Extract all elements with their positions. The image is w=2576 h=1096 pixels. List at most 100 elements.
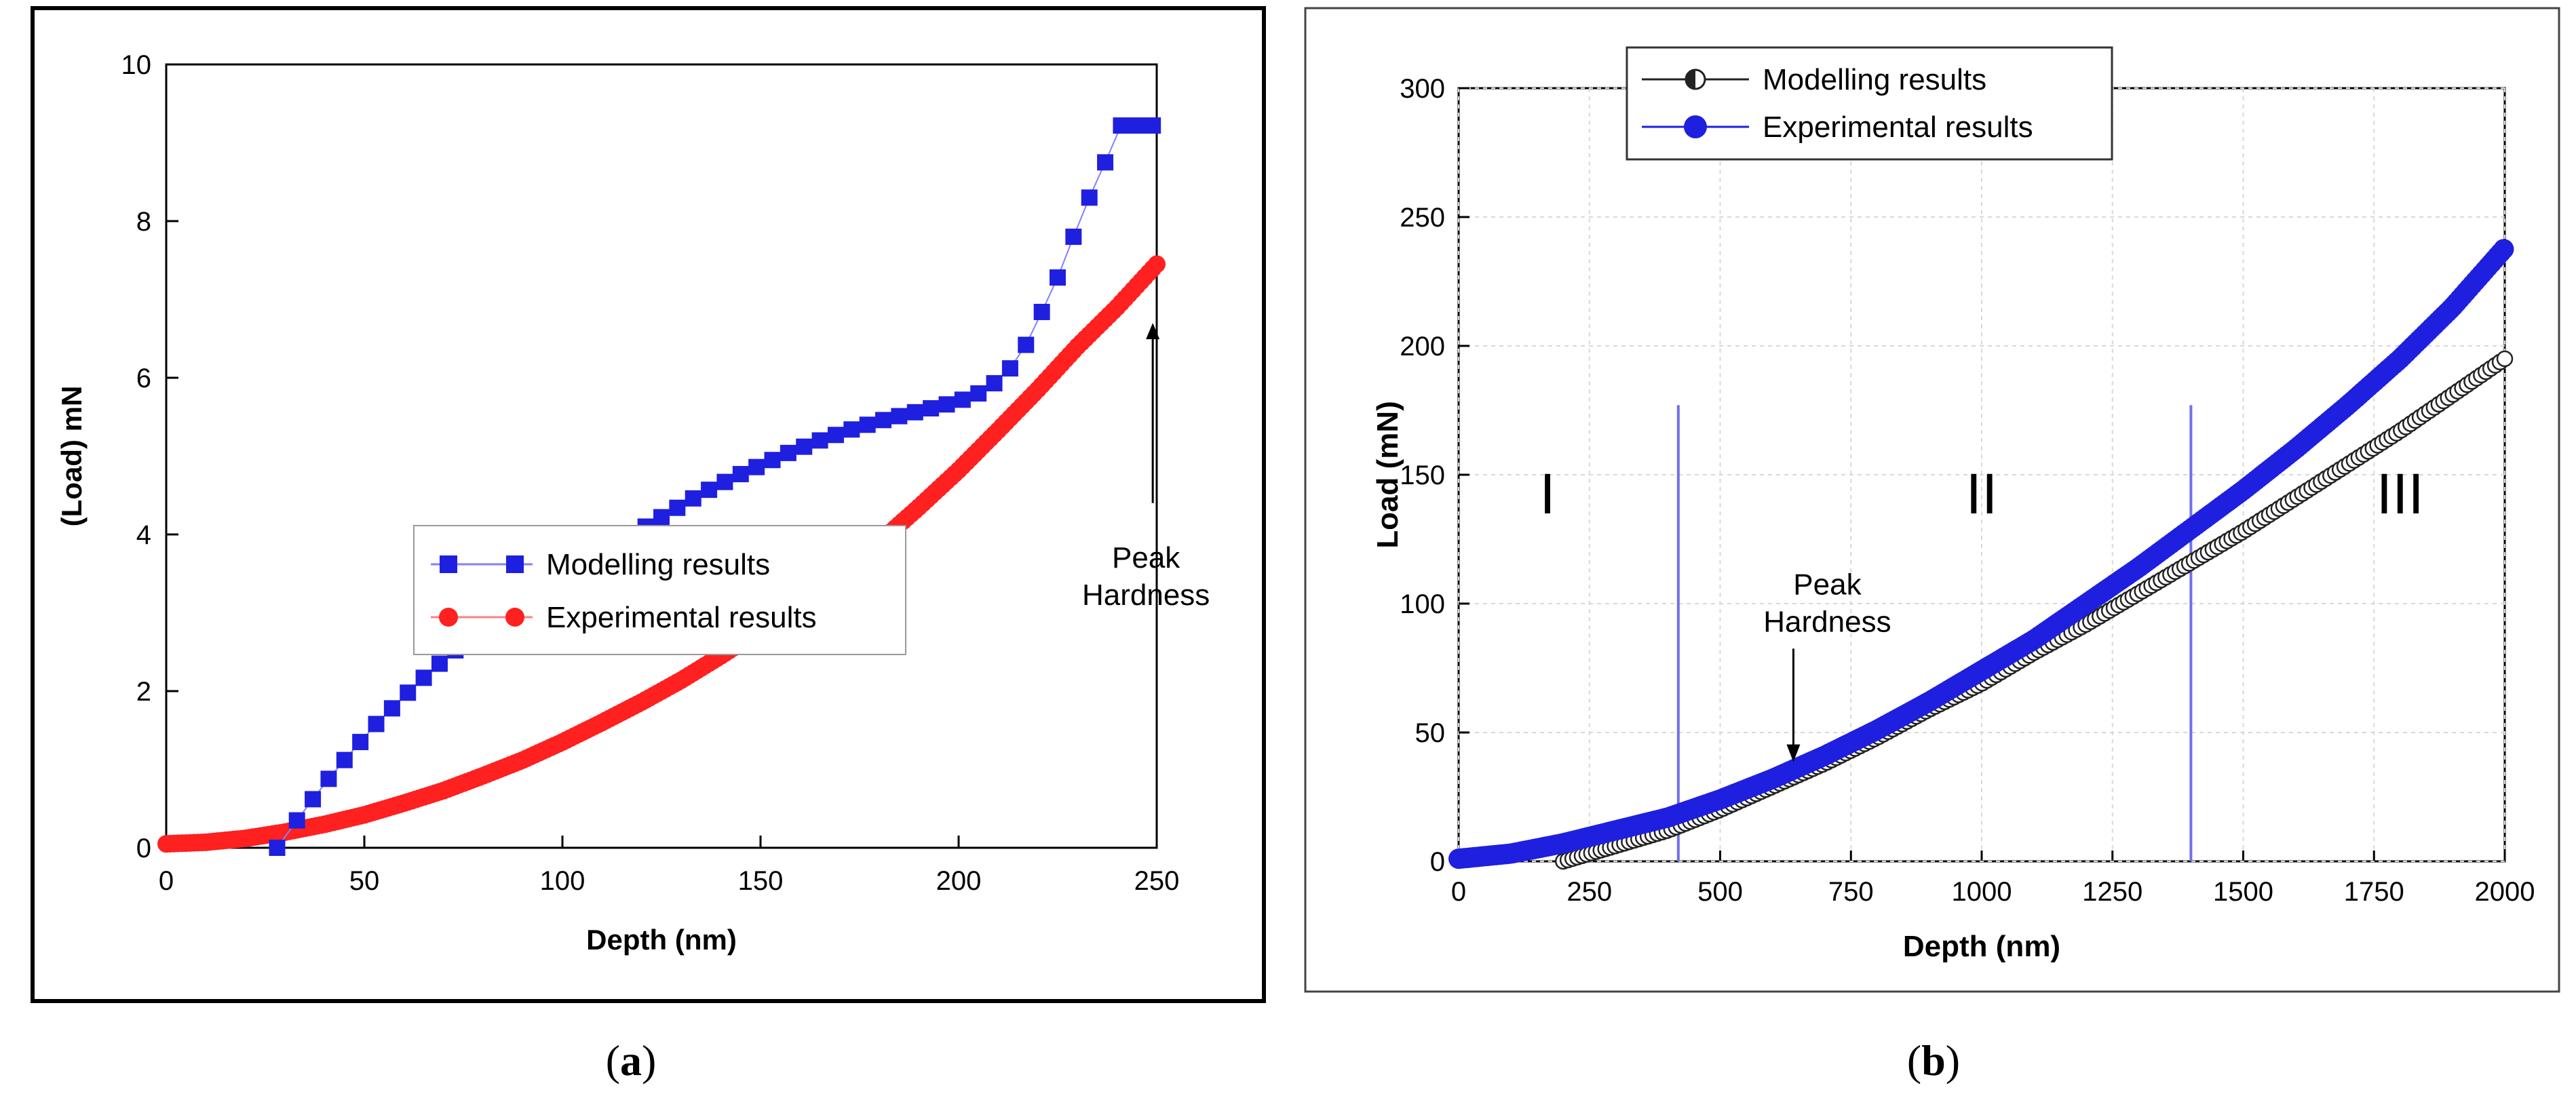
chart-b: 0 250 500 750 1000 1250 1500 1750 2000 0 50 100 150 2…: [1371, 46, 2535, 963]
x-tick-label-a: 100: [540, 866, 585, 896]
data-point-modelling-a: [780, 444, 796, 461]
x-axis-label-b: Depth (nm): [1903, 930, 2060, 963]
data-point-modelling-a: [716, 473, 733, 490]
legend-marker-modelling-half-b: [1686, 70, 1695, 89]
data-point-modelling-a: [796, 438, 813, 455]
data-point-modelling-a: [1097, 154, 1114, 171]
data-point-modelling-a: [1128, 117, 1145, 134]
legend-marker-experimental-b: [1684, 115, 1707, 138]
data-point-modelling-a: [269, 840, 286, 856]
data-point-modelling-a: [748, 458, 765, 475]
x-tick-label-a: 0: [159, 866, 174, 896]
y-tick-label-b: 250: [1400, 203, 1445, 233]
data-point-modelling-a: [1018, 336, 1035, 353]
legend-a: [413, 525, 906, 655]
legend-b: [1626, 46, 2113, 161]
data-point-modelling-a: [891, 408, 908, 425]
data-point-modelling-a: [1113, 117, 1130, 134]
y-tick-label-a: 4: [136, 520, 151, 550]
y-tick-label-b: 300: [1400, 74, 1445, 104]
data-point-modelling-a: [1050, 269, 1066, 286]
data-point-modelling-a: [764, 452, 781, 469]
y-tick-label-b: 150: [1400, 461, 1445, 490]
data-point-modelling-a: [320, 770, 337, 787]
region-label-b: I: [1539, 462, 1555, 526]
data-point-modelling-a: [288, 812, 305, 829]
y-tick-label-a: 0: [136, 834, 151, 863]
data-point-modelling-a: [431, 655, 448, 672]
data-point-modelling-a: [1033, 303, 1050, 320]
annotation-text-b: Hardness: [1763, 605, 1891, 638]
data-point-modelling-a: [701, 482, 718, 498]
data-point-modelling-a: [336, 751, 353, 768]
annotation-arrowhead-b: [1786, 744, 1801, 762]
data-point-modelling-a: [1081, 189, 1098, 206]
data-point-experimental-b: [2493, 239, 2514, 260]
x-tick-label-a: 250: [1134, 866, 1180, 896]
y-tick-label-a: 2: [136, 677, 151, 707]
x-tick-label-a: 200: [936, 866, 982, 896]
region-label-b: III: [2377, 462, 2424, 526]
data-point-modelling-a: [970, 385, 987, 402]
annotation-text-a: Hardness: [1082, 579, 1210, 612]
plot-area-a: [165, 63, 1158, 849]
data-point-modelling-a: [669, 499, 686, 516]
annotation-text-b: Peak: [1793, 568, 1862, 601]
legend-marker-experimental-a: [505, 608, 524, 627]
y-axis-label-a: (Load) mN: [56, 386, 88, 527]
data-point-modelling-a: [859, 416, 876, 433]
data-point-modelling-a: [305, 791, 322, 808]
legend-marker-modelling-a: [440, 555, 457, 573]
legend-marker-experimental-a: [439, 608, 458, 627]
data-point-modelling-a: [875, 412, 892, 429]
y-tick-label-b: 50: [1415, 718, 1446, 748]
data-point-modelling-a: [415, 669, 432, 686]
x-tick-label-b: 2000: [2475, 877, 2535, 907]
legend-label-experimental-b: Experimental results: [1763, 111, 2033, 144]
data-point-experimental-a: [1148, 255, 1166, 273]
x-tick-label-b: 500: [1697, 877, 1743, 907]
data-point-modelling-a: [685, 490, 701, 507]
legend-marker-modelling-a: [506, 555, 524, 573]
data-point-modelling-a: [938, 396, 955, 413]
region-label-b: II: [1966, 462, 1998, 526]
data-point-modelling-a: [954, 391, 971, 408]
legend-label-modelling-b: Modelling results: [1763, 63, 1986, 96]
x-tick-label-a: 150: [738, 866, 784, 896]
data-point-modelling-a: [906, 404, 923, 420]
data-point-modelling-a: [1001, 360, 1018, 377]
caption-a: (a): [606, 1036, 657, 1084]
x-tick-label-b: 1500: [2213, 877, 2273, 907]
data-point-modelling-a: [1065, 229, 1082, 246]
data-point-modelling-a: [827, 427, 844, 444]
x-axis-label-a: Depth (nm): [586, 924, 737, 956]
y-tick-label-a: 10: [121, 50, 152, 80]
data-point-modelling-a: [843, 421, 860, 438]
y-tick-label-b: 100: [1400, 589, 1445, 619]
data-point-modelling-b: [2496, 350, 2514, 368]
data-point-modelling-a: [732, 466, 749, 483]
data-point-modelling-a: [923, 400, 940, 417]
annotation-arrowhead-a: [1146, 323, 1160, 340]
data-point-modelling-a: [400, 684, 417, 701]
chart-a: 0 50 100 150 200 250 0 2 4 6 8 10 Depth (nm) (Load) m…: [56, 50, 1210, 956]
data-point-modelling-a: [383, 700, 400, 717]
x-tick-label-b: 0: [1451, 877, 1466, 907]
x-tick-label-b: 250: [1566, 877, 1612, 907]
data-point-modelling-a: [368, 716, 385, 732]
data-point-modelling-a: [653, 509, 670, 526]
y-axis-label-b: Load (mN): [1371, 401, 1404, 549]
annotation-text-a: Peak: [1112, 541, 1180, 574]
y-tick-label-a: 6: [136, 364, 151, 393]
x-tick-label-b: 1750: [2344, 877, 2404, 907]
data-point-modelling-a: [811, 432, 828, 449]
y-tick-label-b: 200: [1400, 332, 1445, 361]
x-tick-label-b: 1000: [1952, 877, 2012, 907]
x-tick-label-b: 750: [1828, 877, 1874, 907]
caption-a-letter: a: [620, 1036, 642, 1084]
caption-b-letter: b: [1921, 1036, 1946, 1084]
data-point-modelling-a: [986, 375, 1003, 392]
y-tick-label-a: 8: [136, 207, 151, 237]
data-point-modelling-a: [1145, 117, 1161, 134]
